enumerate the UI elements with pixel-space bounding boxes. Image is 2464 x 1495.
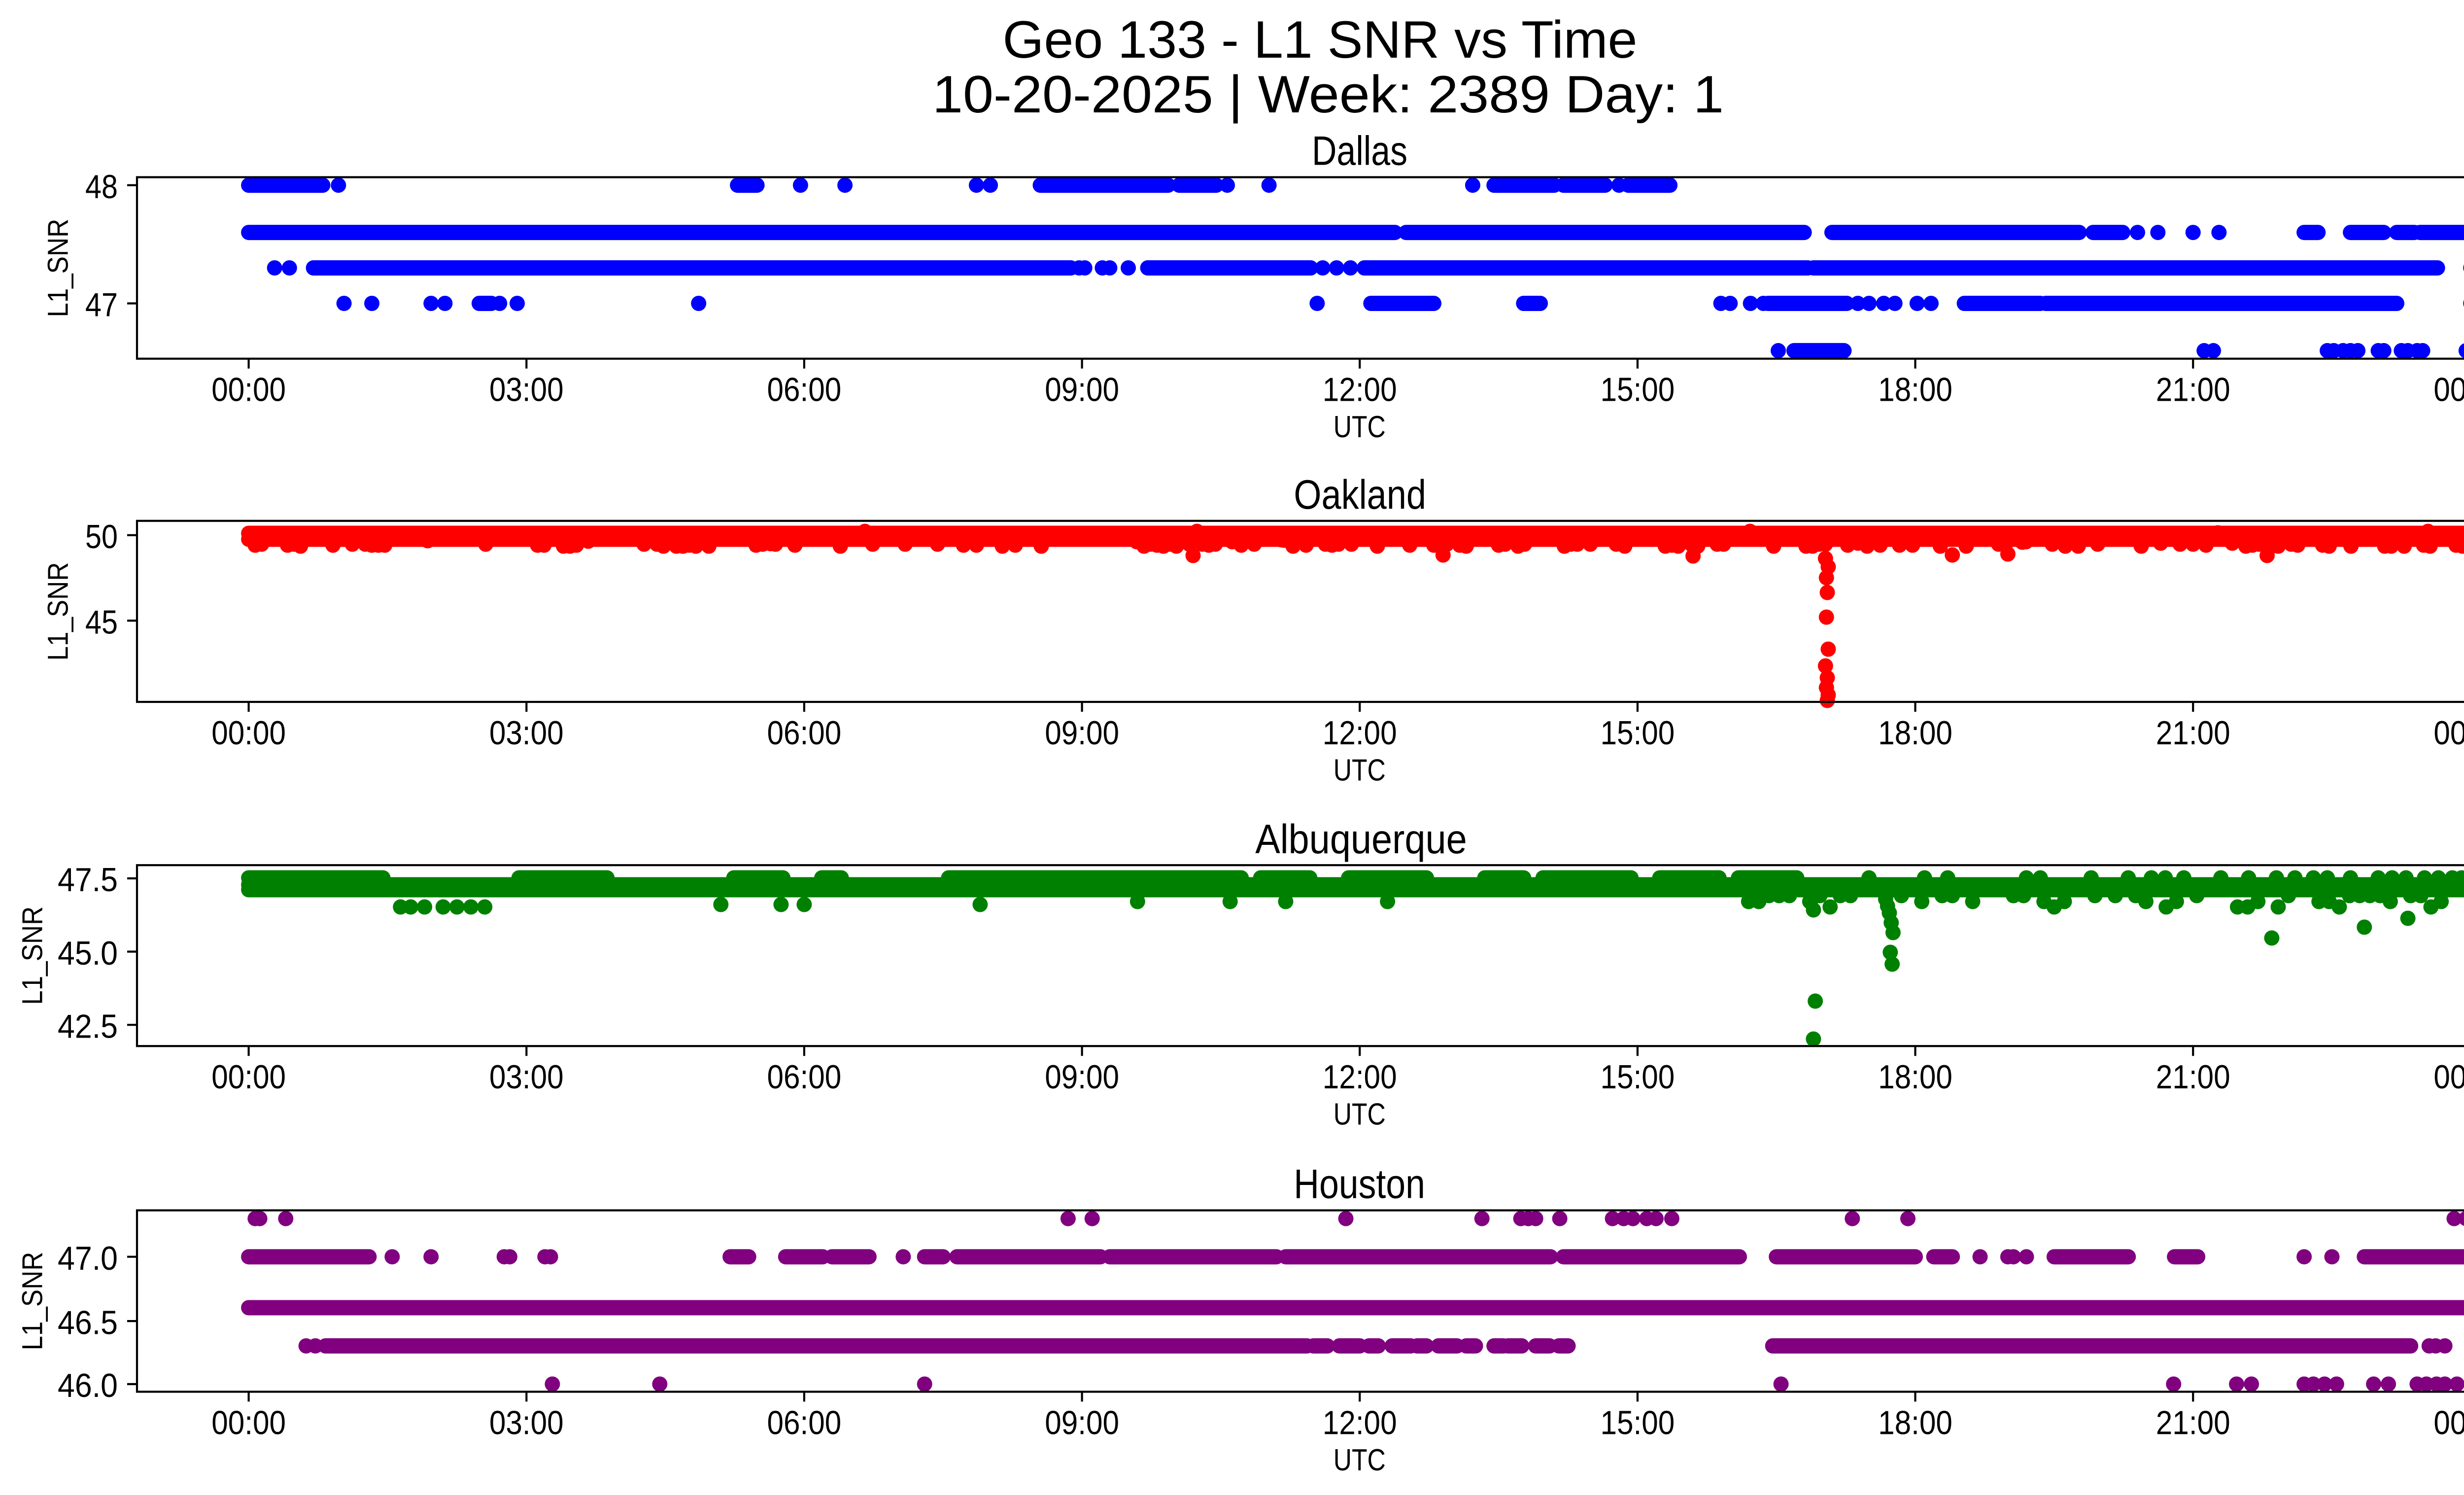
svg-text:15:00: 15:00 xyxy=(1601,1059,1675,1096)
svg-text:47: 47 xyxy=(85,287,118,324)
svg-text:18:00: 18:00 xyxy=(1878,715,1952,752)
svg-text:00:00: 00:00 xyxy=(2433,715,2464,752)
svg-text:09:00: 09:00 xyxy=(1045,1405,1119,1442)
svg-text:50: 50 xyxy=(85,519,118,556)
svg-text:09:00: 09:00 xyxy=(1045,1059,1119,1096)
svg-text:42.5: 42.5 xyxy=(58,1008,118,1045)
svg-text:Albuquerque: Albuquerque xyxy=(1255,816,1467,862)
svg-text:06:00: 06:00 xyxy=(767,1405,842,1442)
svg-text:03:00: 03:00 xyxy=(489,1405,564,1442)
svg-text:46.5: 46.5 xyxy=(58,1304,118,1341)
svg-text:UTC: UTC xyxy=(1334,1097,1386,1131)
svg-text:03:00: 03:00 xyxy=(489,715,564,752)
svg-text:12:00: 12:00 xyxy=(1323,715,1397,752)
svg-text:45.0: 45.0 xyxy=(58,935,118,972)
svg-text:00:00: 00:00 xyxy=(211,1059,286,1096)
svg-text:09:00: 09:00 xyxy=(1045,372,1119,409)
svg-text:46.0: 46.0 xyxy=(58,1367,118,1404)
svg-text:47.5: 47.5 xyxy=(58,862,118,899)
svg-text:09:00: 09:00 xyxy=(1045,715,1119,752)
svg-text:12:00: 12:00 xyxy=(1323,1405,1397,1442)
svg-text:Dallas: Dallas xyxy=(1312,128,1407,174)
svg-text:12:00: 12:00 xyxy=(1323,1059,1397,1096)
svg-text:12:00: 12:00 xyxy=(1323,372,1397,409)
svg-text:15:00: 15:00 xyxy=(1601,372,1675,409)
svg-text:18:00: 18:00 xyxy=(1878,1059,1952,1096)
svg-text:06:00: 06:00 xyxy=(767,372,842,409)
svg-text:48: 48 xyxy=(85,169,118,206)
svg-text:45: 45 xyxy=(85,604,118,641)
svg-text:Houston: Houston xyxy=(1294,1161,1425,1207)
svg-text:UTC: UTC xyxy=(1334,410,1386,444)
svg-text:06:00: 06:00 xyxy=(767,715,842,752)
svg-text:06:00: 06:00 xyxy=(767,1059,842,1096)
svg-text:L1_SNR: L1_SNR xyxy=(17,1252,49,1351)
svg-text:10-20-2025 | Week: 2389 Day: 1: 10-20-2025 | Week: 2389 Day: 1 xyxy=(932,65,1724,124)
svg-text:00:00: 00:00 xyxy=(211,1405,286,1442)
svg-text:UTC: UTC xyxy=(1334,1443,1386,1477)
svg-text:L1_SNR: L1_SNR xyxy=(42,562,74,661)
svg-text:47.0: 47.0 xyxy=(58,1240,118,1277)
svg-text:21:00: 21:00 xyxy=(2156,372,2230,409)
svg-text:L1_SNR: L1_SNR xyxy=(17,906,49,1005)
svg-text:21:00: 21:00 xyxy=(2156,715,2230,752)
svg-text:21:00: 21:00 xyxy=(2156,1059,2230,1096)
svg-text:03:00: 03:00 xyxy=(489,372,564,409)
svg-text:18:00: 18:00 xyxy=(1878,372,1952,409)
svg-text:21:00: 21:00 xyxy=(2156,1405,2230,1442)
svg-text:00:00: 00:00 xyxy=(2433,1059,2464,1096)
svg-text:18:00: 18:00 xyxy=(1878,1405,1952,1442)
svg-text:L1_SNR: L1_SNR xyxy=(42,219,74,317)
svg-text:03:00: 03:00 xyxy=(489,1059,564,1096)
svg-text:15:00: 15:00 xyxy=(1601,1405,1675,1442)
svg-text:00:00: 00:00 xyxy=(211,715,286,752)
svg-text:UTC: UTC xyxy=(1334,753,1386,787)
svg-text:Oakland: Oakland xyxy=(1294,472,1426,518)
svg-text:00:00: 00:00 xyxy=(2433,372,2464,409)
svg-text:Geo 133 - L1 SNR vs Time: Geo 133 - L1 SNR vs Time xyxy=(1003,10,1638,69)
svg-text:00:00: 00:00 xyxy=(2433,1405,2464,1442)
svg-text:15:00: 15:00 xyxy=(1601,715,1675,752)
svg-text:00:00: 00:00 xyxy=(211,372,286,409)
